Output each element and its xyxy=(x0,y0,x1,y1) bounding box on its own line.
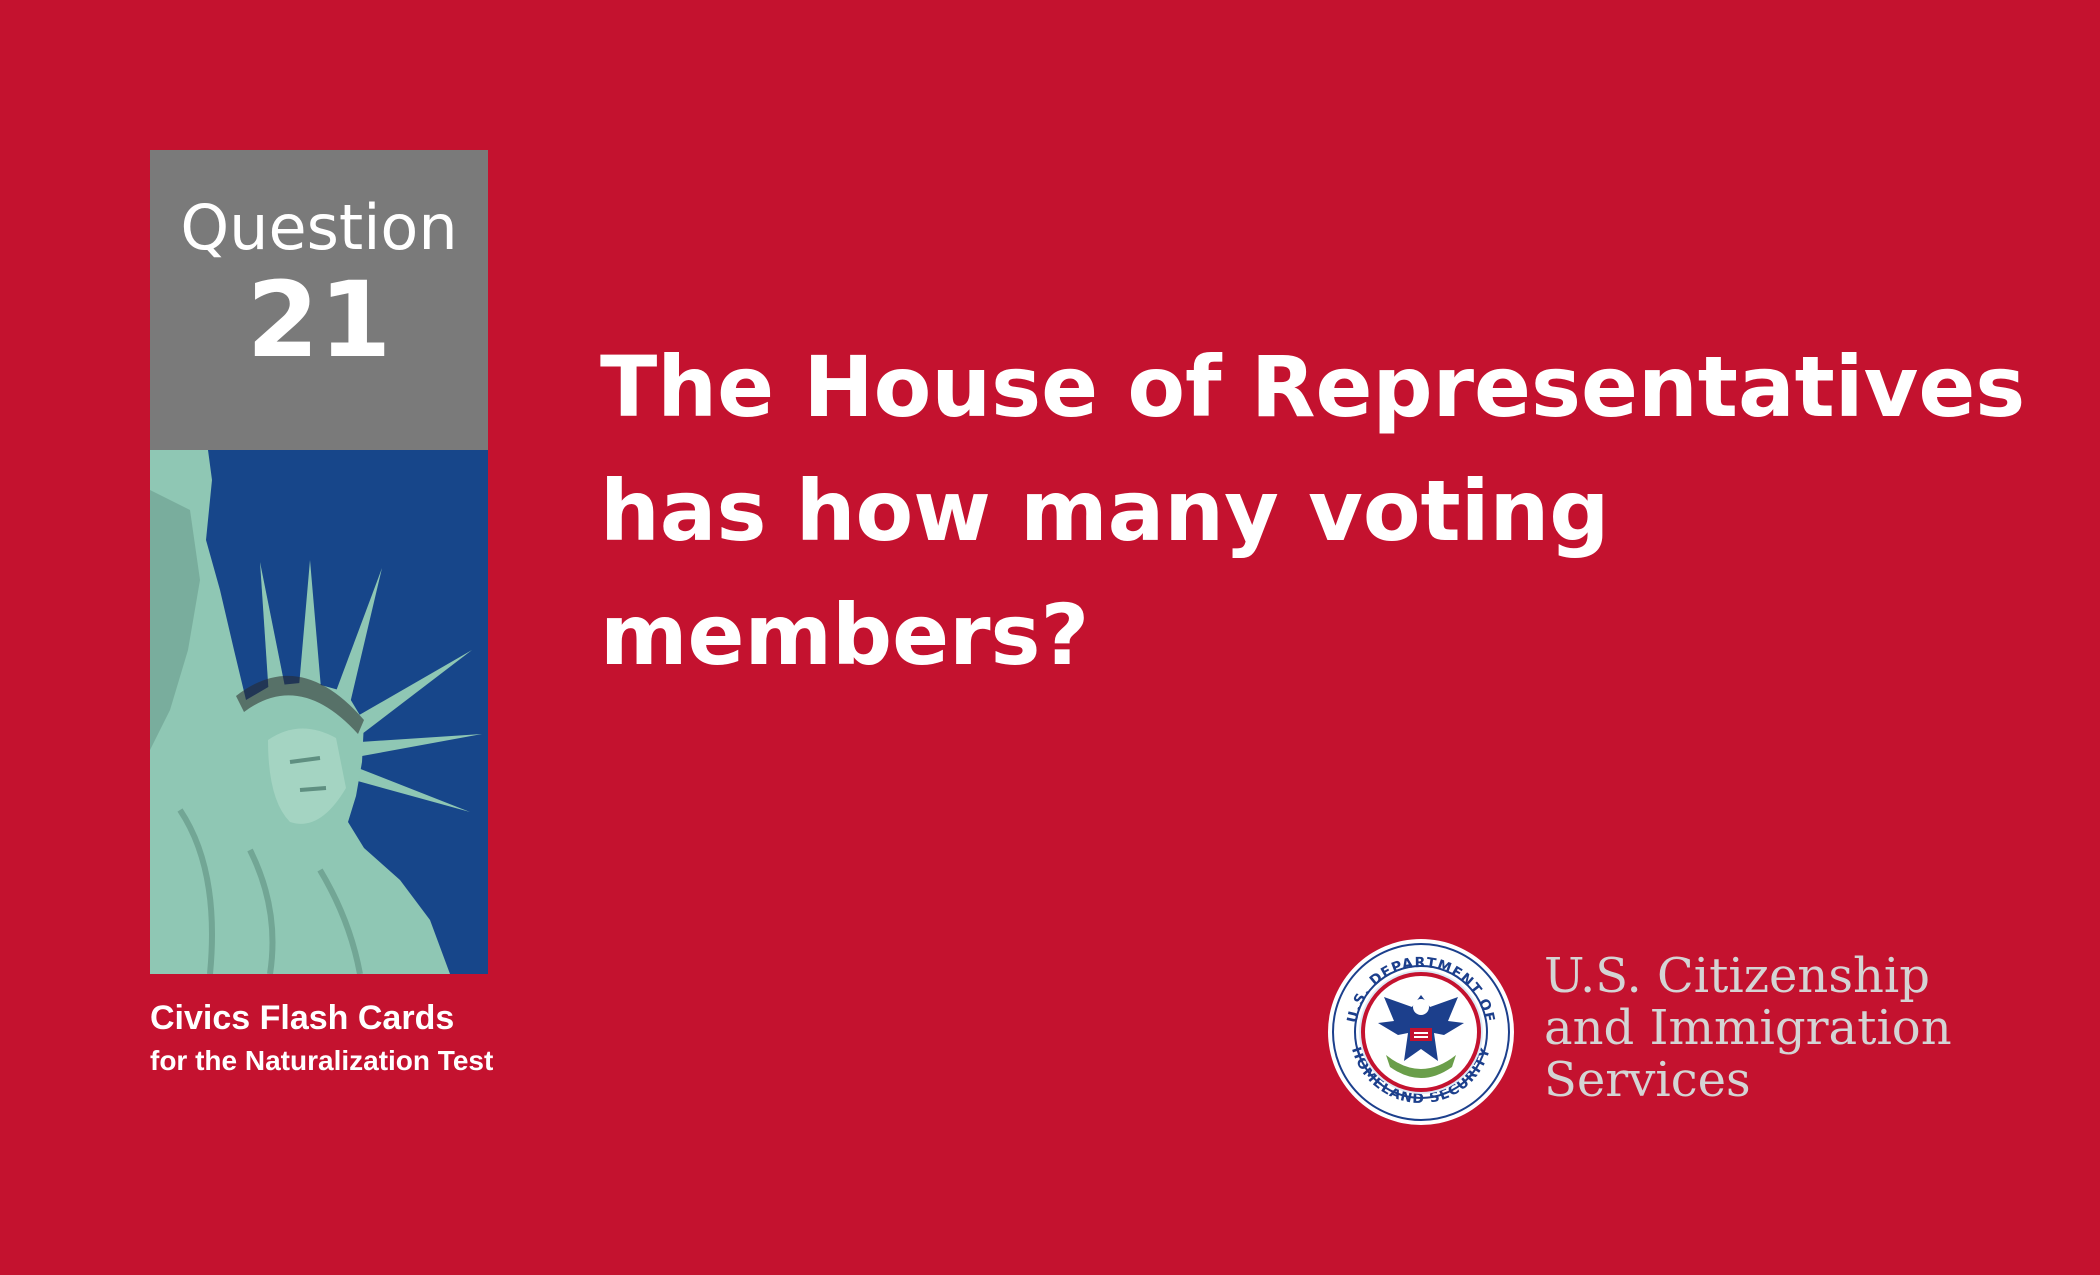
statue-of-liberty-photo xyxy=(150,450,488,974)
question-panel: Question 21 xyxy=(150,150,488,974)
caption-title: Civics Flash Cards xyxy=(150,999,455,1037)
question-line-1: The House of Representatives xyxy=(600,338,2026,436)
question-label: Question xyxy=(180,191,458,264)
question-number-box: Question 21 xyxy=(150,150,488,450)
dhs-seal-icon: U.S. DEPARTMENT OF HOMELAND SECURITY xyxy=(1326,937,1516,1127)
agency-line-3: Services xyxy=(1544,1052,1751,1108)
deck-caption: Civics Flash Cards for the Naturalizatio… xyxy=(150,995,493,1081)
question-line-3: members? xyxy=(600,586,1090,684)
question-line-2: has how many voting xyxy=(600,462,1610,560)
crown-spikes xyxy=(260,560,482,812)
agency-line-2: and Immigration xyxy=(1544,1000,1952,1056)
caption-subtitle: for the Naturalization Test xyxy=(150,1045,494,1076)
agency-line-1: U.S. Citizenship xyxy=(1544,948,1930,1004)
agency-name: U.S. Citizenship and Immigration Service… xyxy=(1544,950,1952,1106)
question-text: The House of Representatives has how man… xyxy=(600,325,2026,697)
question-number: 21 xyxy=(246,259,392,381)
